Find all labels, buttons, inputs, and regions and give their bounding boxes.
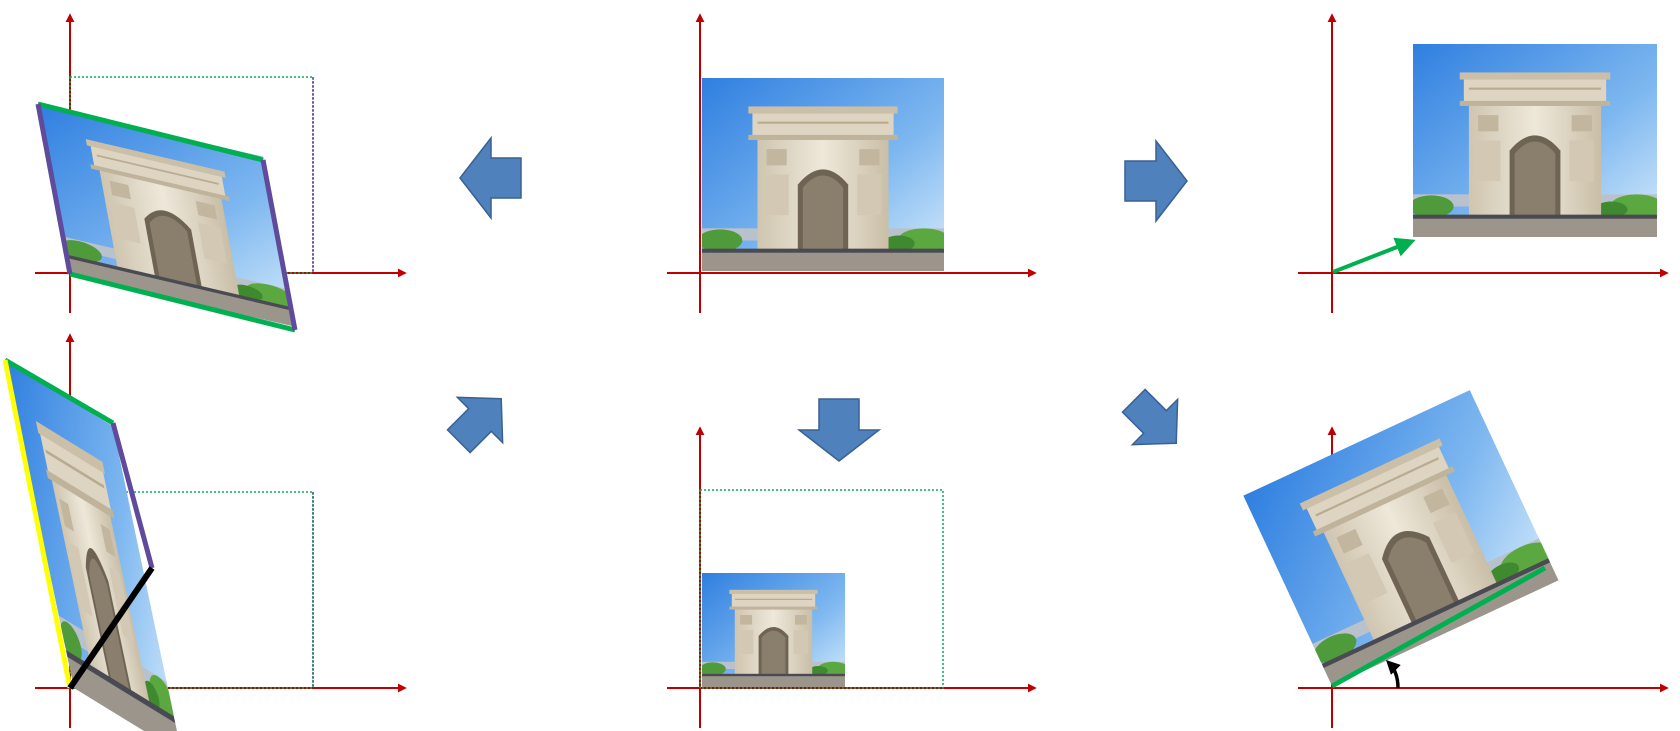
bottom-edge-black bbox=[67, 566, 155, 690]
top-edge-green bbox=[3, 357, 115, 426]
top-edge-green bbox=[37, 101, 264, 163]
arc-de-triomphe-photo-rotated bbox=[1243, 390, 1559, 686]
panel-rotation bbox=[1243, 390, 1669, 728]
panel-translation bbox=[1298, 13, 1669, 313]
bottom-edge-green bbox=[69, 271, 296, 333]
panel-scaling bbox=[667, 426, 1037, 728]
left-edge-purple bbox=[35, 103, 73, 275]
flow-arrow-down-right bbox=[1121, 388, 1179, 446]
flow-arrow-right bbox=[1124, 138, 1188, 224]
flow-arrow-left bbox=[459, 135, 522, 221]
arc-de-triomphe-photo bbox=[702, 78, 944, 271]
rotated-bottom-edge-green bbox=[1330, 565, 1547, 689]
panel-shear-horizontal bbox=[35, 13, 407, 333]
translation-vector-arrow bbox=[1332, 237, 1416, 274]
arc-de-triomphe-photo-scaled bbox=[702, 573, 845, 687]
original-bounds-dotted-outline bbox=[699, 489, 944, 689]
flow-arrow-down-left bbox=[446, 396, 504, 454]
rotation-angle-arrow bbox=[1386, 660, 1401, 689]
right-edge-purple bbox=[260, 159, 298, 331]
flow-arrows bbox=[446, 135, 1188, 462]
flow-arrow-down bbox=[796, 398, 882, 462]
panel-shear-vertical bbox=[2, 333, 407, 731]
panel-original bbox=[667, 13, 1037, 313]
left-edge-yellow bbox=[2, 359, 73, 689]
right-edge-purple bbox=[110, 422, 155, 569]
arc-de-triomphe-photo bbox=[1413, 44, 1657, 237]
